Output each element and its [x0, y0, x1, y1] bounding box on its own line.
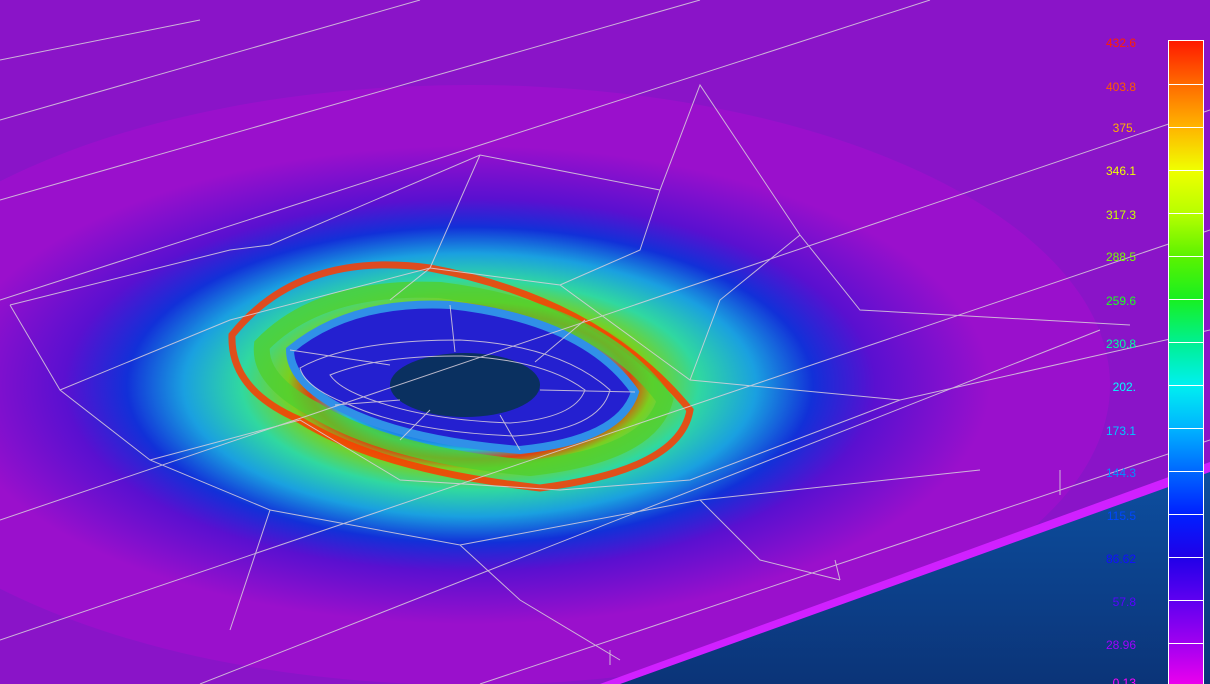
legend-label-4: 317.3: [1105, 208, 1136, 222]
legend-label-15: 0.13: [1112, 676, 1136, 684]
legend-label-9: 173.1: [1105, 424, 1136, 438]
legend-label-1: 403.8: [1105, 80, 1136, 94]
color-scale-bar: [1168, 40, 1204, 684]
scale-tick: [1169, 471, 1203, 472]
scale-tick: [1169, 514, 1203, 515]
scale-tick: [1169, 557, 1203, 558]
legend-label-8: 202.: [1112, 380, 1136, 394]
legend-label-12: 86.62: [1105, 552, 1136, 566]
scale-tick: [1169, 213, 1203, 214]
plate-edge: [600, 462, 1210, 684]
legend-label-11: 115.5: [1106, 509, 1136, 523]
hole: [390, 353, 540, 417]
scale-tick: [1169, 600, 1203, 601]
scale-tick: [1169, 299, 1203, 300]
legend-label-10: 144.3: [1105, 466, 1136, 480]
legend-label-14: 28.96: [1105, 638, 1136, 652]
legend-label-5: 288.5: [1105, 250, 1136, 264]
legend-label-13: 57.8: [1112, 595, 1136, 609]
scale-tick: [1169, 428, 1203, 429]
scale-tick: [1169, 385, 1203, 386]
scale-tick: [1169, 256, 1203, 257]
scale-tick: [1169, 127, 1203, 128]
legend-label-2: 375.: [1112, 121, 1136, 135]
legend-label-0: 432.6: [1105, 36, 1136, 50]
scale-tick: [1169, 170, 1203, 171]
scale-tick: [1169, 643, 1203, 644]
legend-label-7: 230.8: [1105, 337, 1136, 351]
legend-label-3: 346.1: [1105, 164, 1136, 178]
scale-tick: [1169, 84, 1203, 85]
scale-tick: [1169, 342, 1203, 343]
legend-label-6: 259.6: [1105, 294, 1136, 308]
